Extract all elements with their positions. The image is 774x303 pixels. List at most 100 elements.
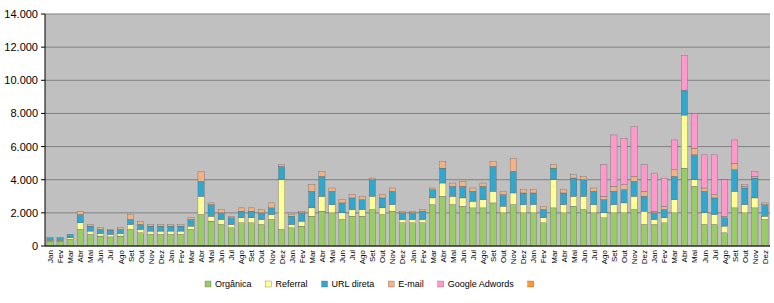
legend-label: Orgânica: [215, 279, 252, 289]
bar-segment: [520, 189, 526, 190]
bar-segment: [188, 229, 194, 246]
bar-segment: [319, 211, 325, 246]
legend-swatch: [205, 281, 211, 287]
bar-segment: [560, 193, 566, 205]
bar-segment: [591, 205, 597, 213]
x-axis: [45, 246, 770, 247]
bar-segment: [550, 164, 556, 165]
bar-segment: [581, 210, 587, 246]
bar-segment: [409, 211, 415, 212]
bar-segment: [168, 224, 174, 225]
category-label: Set: [368, 249, 377, 262]
bar-segment: [369, 180, 375, 197]
bar-segment: [752, 208, 758, 246]
bar-segment: [611, 205, 617, 213]
bar-segment: [127, 229, 133, 246]
bar-segment: [409, 211, 415, 213]
bar-segment: [329, 205, 335, 213]
bar-segment: [550, 164, 556, 165]
bar-segment: [631, 126, 637, 127]
bar-segment: [419, 209, 425, 210]
bar-segment: [671, 213, 677, 246]
bar-segment: [77, 211, 83, 212]
bar-segment: [581, 176, 587, 177]
legend-label: Referral: [276, 279, 308, 289]
category-label: Jul: [106, 250, 115, 260]
bar-segment: [188, 226, 194, 229]
bar-segment: [299, 211, 305, 212]
category-label: Fev: [660, 250, 669, 263]
bar-segment: [107, 237, 113, 246]
bar-segment: [701, 213, 707, 225]
bar-segment: [289, 228, 295, 246]
bar-segment: [701, 224, 707, 246]
bar-segment: [520, 205, 526, 213]
bar-segment: [540, 218, 546, 223]
category-label: Ago: [358, 249, 367, 264]
bar-segment: [138, 229, 144, 232]
bar-segment: [67, 234, 73, 235]
bar-segment: [339, 199, 345, 200]
bar-segment: [419, 209, 425, 210]
bar-segment: [681, 168, 687, 246]
bar-segment: [500, 191, 506, 192]
bar-segment: [319, 171, 325, 172]
category-label: Mar: [429, 250, 438, 264]
category-label: Fev: [539, 250, 548, 263]
bar-segment: [711, 224, 717, 246]
bar-segment: [409, 223, 415, 246]
bar-segment: [218, 219, 224, 224]
category-label: Nov: [388, 250, 397, 264]
bar-segment: [228, 216, 234, 217]
bar-segment: [57, 237, 63, 238]
bar-segment: [480, 183, 486, 186]
bar-segment: [500, 195, 506, 207]
category-label: Jan: [167, 250, 176, 263]
category-label: Abr: [560, 250, 569, 263]
bar-segment: [430, 188, 436, 189]
tick-label: 14.000: [4, 8, 38, 20]
bar-segment: [722, 218, 728, 226]
bar-segment: [198, 171, 204, 172]
tick-label: 2.000: [10, 207, 38, 219]
bar-segment: [47, 237, 53, 238]
bar-segment: [691, 113, 697, 114]
category-label: Jun: [96, 250, 105, 263]
category-label: Dez: [640, 250, 649, 264]
legend-label: URL direta: [332, 279, 375, 289]
plot-area: [45, 14, 770, 246]
legend-label: E-mail: [398, 279, 424, 289]
bar-segment: [57, 238, 63, 240]
category-label: Ago: [721, 249, 730, 264]
bar-segment: [601, 213, 607, 218]
bar-segment: [419, 219, 425, 222]
bar-segment: [289, 214, 295, 215]
bar-segment: [571, 196, 577, 206]
bar-segment: [742, 213, 748, 246]
bar-segment: [409, 219, 415, 222]
bar-segment: [440, 161, 446, 162]
bar-segment: [299, 211, 305, 212]
bar-segment: [87, 231, 93, 234]
bar-segment: [500, 191, 506, 194]
bar-segment: [127, 224, 133, 229]
bar-segment: [389, 188, 395, 189]
bar-segment: [752, 176, 758, 178]
category-label: Mai: [449, 250, 458, 263]
bar-segment: [379, 198, 385, 208]
bar-segment: [138, 221, 144, 222]
bar-segment: [389, 191, 395, 204]
bar-segment: [309, 208, 315, 216]
category-label: Out: [741, 249, 750, 263]
category-label: Set: [610, 249, 619, 262]
bar-segment: [430, 188, 436, 189]
category-label: Mar: [308, 250, 317, 264]
bar-segment: [510, 158, 516, 159]
bar-segment: [248, 211, 254, 218]
bar-segment: [248, 207, 254, 208]
bar-segment: [198, 171, 204, 172]
bar-segment: [67, 239, 73, 246]
bar-segment: [611, 191, 617, 204]
bar-segment: [248, 207, 254, 208]
category-label: Mar: [66, 250, 75, 264]
